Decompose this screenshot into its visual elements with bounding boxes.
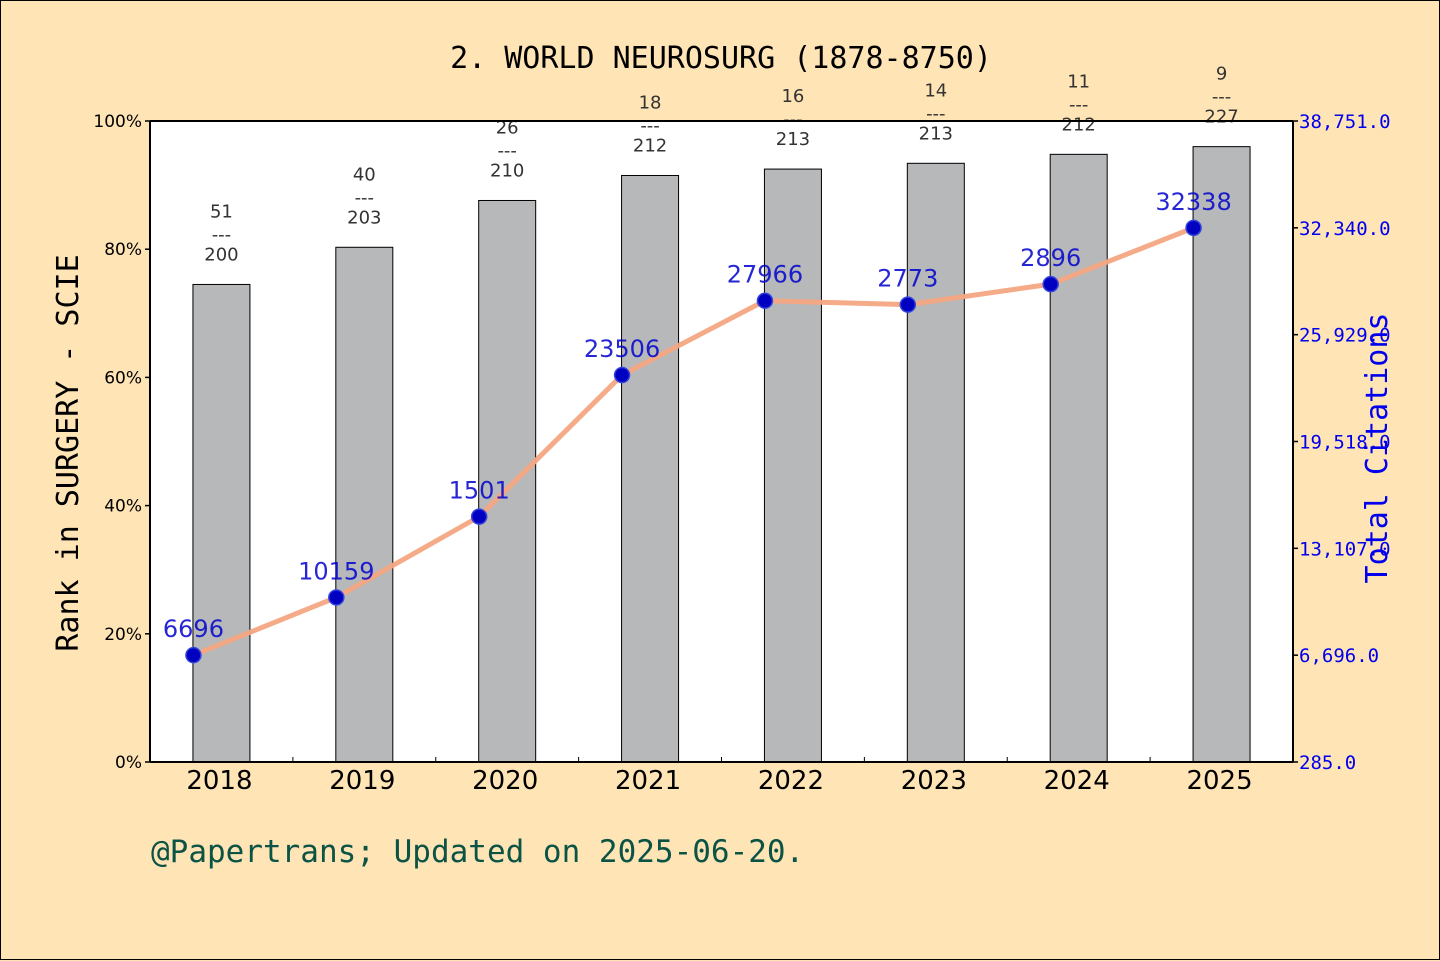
citations-point: [470, 508, 488, 525]
y2-tick-label: 13,107.0: [1299, 538, 1391, 560]
x-tick-label: 2019: [329, 766, 395, 796]
citations-value-label: 1501: [449, 477, 510, 505]
x-tick-label: 2018: [186, 766, 252, 796]
bar: [906, 162, 965, 763]
citations-line: [192, 225, 1195, 658]
y-tick-label: 40%: [104, 497, 142, 517]
bar-rank-label: 51: [210, 201, 233, 222]
bar-label-separator: ---: [926, 103, 946, 124]
y-tick-label: 100%: [93, 112, 142, 132]
x-tick-label: 2024: [1044, 766, 1110, 796]
bar: [763, 168, 822, 763]
x-tick-label: 2023: [901, 766, 967, 796]
citations-point: [1185, 219, 1202, 237]
bar: [478, 199, 537, 763]
citations-value-label: 2896: [1020, 244, 1081, 272]
bar-rank-label: 26: [496, 117, 519, 138]
bar-label-separator: ---: [640, 115, 660, 136]
x-tick-label: 2020: [472, 766, 538, 796]
bar-rank-label: 9: [1216, 64, 1227, 85]
bar-total-label: 210: [490, 160, 524, 181]
y2-tick-label: 38,751.0: [1299, 111, 1391, 133]
citations-point: [756, 292, 774, 309]
plot-area: [150, 121, 1293, 762]
bar-total-label: 200: [204, 244, 238, 265]
y-tick-label: 60%: [104, 368, 142, 388]
bar: [621, 174, 680, 763]
bar-label-separator: ---: [497, 140, 517, 161]
citations-point: [1042, 275, 1059, 293]
bar-label-separator: ---: [1212, 87, 1232, 108]
citations-value-label: 2773: [877, 265, 938, 293]
citations-point: [328, 589, 345, 606]
footer-credit: @Papertrans; Updated on 2025-06-20.: [151, 834, 805, 870]
y2-tick-label: 285.0: [1299, 752, 1356, 774]
bar-rank-label: 40: [353, 164, 376, 185]
bar: [1049, 153, 1108, 763]
bar-rank-label: 16: [781, 86, 804, 107]
y2-tick-label: 32,340.0: [1299, 218, 1391, 240]
y-tick-label: 0%: [115, 753, 142, 773]
bar-total-label: 213: [776, 129, 810, 150]
bar-total-label: 212: [1062, 114, 1096, 135]
citations-value-label: 6696: [163, 615, 224, 643]
bar-label-separator: ---: [212, 224, 232, 245]
y2-tick-label: 6,696.0: [1299, 645, 1379, 667]
y2-tick-label: 25,929.0: [1299, 325, 1391, 347]
bar: [1192, 146, 1251, 763]
bar-label-separator: ---: [355, 187, 375, 208]
chart-title: 2. WORLD NEUROSURG (1878-8750): [450, 41, 992, 76]
bar-rank-label: 11: [1067, 71, 1090, 92]
citations-value-label: 10159: [298, 557, 374, 585]
bar: [192, 283, 251, 763]
bar-rank-label: 18: [639, 92, 662, 113]
citations-point: [899, 296, 917, 313]
x-tick-label: 2022: [758, 766, 824, 796]
y2-axis-title: Total Citations: [1360, 313, 1395, 584]
bar-label-separator: ---: [783, 109, 803, 130]
citations-point: [613, 366, 631, 384]
y2-tick-label: 19,518.0: [1299, 432, 1391, 454]
bar-total-label: 213: [919, 123, 953, 144]
x-tick-label: 2021: [615, 766, 681, 796]
bar-total-label: 212: [633, 135, 667, 156]
citations-value-label: 27966: [727, 261, 803, 289]
bar-rank-label: 14: [924, 80, 947, 101]
citations-value-label: 32338: [1155, 188, 1231, 216]
bar-total-label: 203: [347, 207, 381, 228]
citations-value-label: 23506: [584, 335, 660, 363]
bar-total-label: 227: [1204, 107, 1238, 128]
y-tick-label: 80%: [104, 240, 142, 260]
bar: [335, 246, 394, 763]
y-axis-title: Rank in SURGERY - SCIE: [51, 254, 86, 651]
y-tick-label: 20%: [104, 625, 142, 645]
x-tick-label: 2025: [1186, 766, 1252, 796]
citations-point: [185, 646, 202, 664]
bar-label-separator: ---: [1069, 94, 1089, 115]
